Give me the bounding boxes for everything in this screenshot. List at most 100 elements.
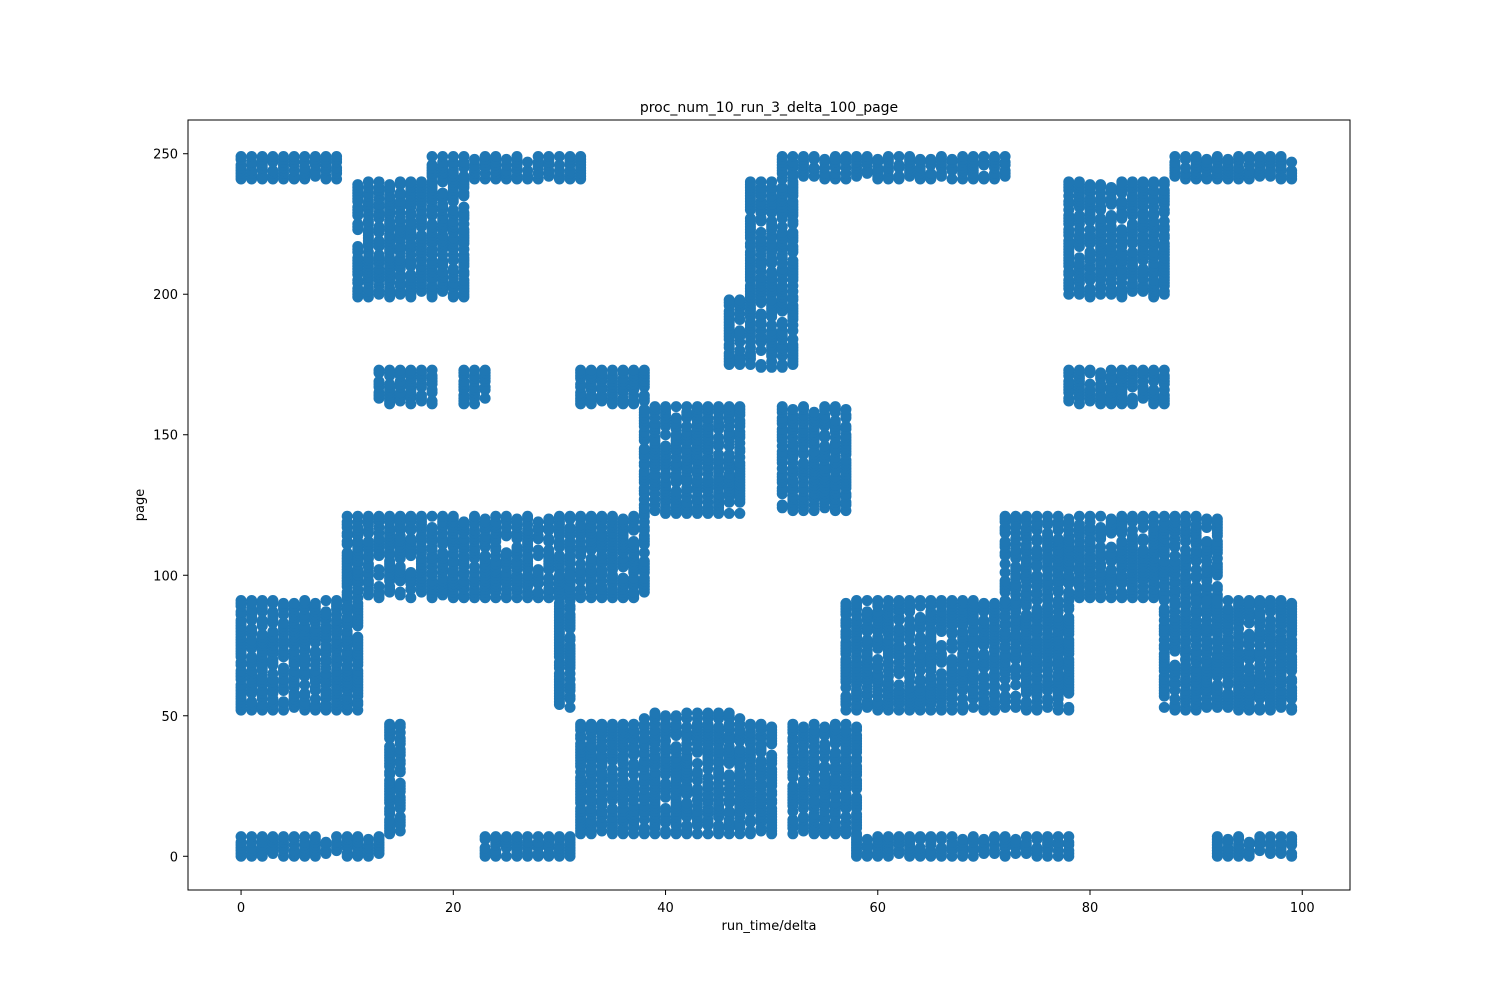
data-point: [532, 544, 544, 556]
data-point: [660, 777, 672, 789]
data-point: [999, 558, 1011, 570]
data-point: [702, 707, 714, 719]
data-point: [1148, 510, 1160, 522]
data-point: [320, 595, 332, 607]
data-point: [352, 631, 364, 643]
data-point: [946, 153, 958, 165]
data-point: [522, 510, 534, 522]
data-point: [978, 648, 990, 660]
data-point: [797, 401, 809, 413]
data-point: [426, 151, 438, 163]
data-point: [819, 440, 831, 452]
data-point: [935, 151, 947, 163]
data-point: [426, 218, 438, 230]
data-point: [670, 401, 682, 413]
data-point: [723, 707, 735, 719]
data-point: [882, 595, 894, 607]
data-point: [447, 510, 459, 522]
data-point: [278, 831, 290, 843]
data-point: [628, 777, 640, 789]
data-point: [649, 401, 661, 413]
data-point: [808, 718, 820, 730]
data-point: [797, 457, 809, 469]
data-point: [744, 212, 756, 224]
data-point: [235, 831, 247, 843]
data-point: [564, 510, 576, 522]
data-point: [744, 814, 756, 826]
data-point: [1126, 510, 1138, 522]
data-point: [660, 825, 672, 837]
data-point: [394, 718, 406, 730]
data-point: [755, 755, 767, 767]
data-point: [946, 595, 958, 607]
data-point: [734, 344, 746, 356]
data-point: [851, 721, 863, 733]
data-point: [914, 842, 926, 854]
data-point: [819, 429, 831, 441]
data-point: [235, 151, 247, 163]
data-point: [744, 176, 756, 188]
data-points: [235, 151, 1298, 862]
data-point: [469, 153, 481, 165]
data-point: [1031, 842, 1043, 854]
data-point: [787, 255, 799, 267]
data-point: [978, 597, 990, 609]
data-point: [373, 564, 385, 576]
data-point: [394, 586, 406, 598]
data-point: [394, 561, 406, 573]
data-point: [840, 403, 852, 415]
data-point: [564, 831, 576, 843]
data-point: [288, 597, 300, 609]
data-point: [1063, 831, 1075, 843]
data-point: [585, 510, 597, 522]
data-point: [617, 718, 629, 730]
data-point: [808, 406, 820, 418]
data-point: [1095, 510, 1107, 522]
data-point: [914, 831, 926, 843]
data-point: [893, 679, 905, 691]
data-point: [723, 769, 735, 781]
data-point: [670, 710, 682, 722]
data-point: [458, 170, 470, 182]
data-point: [808, 151, 820, 163]
data-point: [872, 595, 884, 607]
data-point: [511, 541, 523, 553]
data-point: [500, 831, 512, 843]
data-point: [734, 325, 746, 337]
data-point: [660, 429, 672, 441]
data-point: [575, 510, 587, 522]
data-point: [670, 412, 682, 424]
data-point: [851, 595, 863, 607]
data-point: [755, 308, 767, 320]
data-point: [681, 707, 693, 719]
data-point: [267, 625, 279, 637]
data-point: [1052, 595, 1064, 607]
data-point: [840, 597, 852, 609]
data-point: [469, 510, 481, 522]
data-point: [660, 401, 672, 413]
data-point: [904, 642, 916, 654]
data-point: [373, 364, 385, 376]
data-point: [352, 240, 364, 252]
data-point: [893, 170, 905, 182]
data-point: [564, 521, 576, 533]
data-point: [787, 333, 799, 345]
data-point: [1010, 690, 1022, 702]
data-point: [819, 401, 831, 413]
data-point: [744, 718, 756, 730]
data-point: [744, 825, 756, 837]
data-point: [437, 187, 449, 199]
data-point: [267, 151, 279, 163]
data-point: [638, 443, 650, 455]
data-point: [808, 162, 820, 174]
data-point: [893, 159, 905, 171]
data-point: [553, 159, 565, 171]
data-point: [246, 595, 258, 607]
data-point: [967, 701, 979, 713]
data-point: [235, 595, 247, 607]
data-point: [415, 176, 427, 188]
data-point: [373, 581, 385, 592]
data-point: [914, 673, 926, 685]
data-point: [575, 583, 587, 595]
data-point: [458, 201, 470, 213]
